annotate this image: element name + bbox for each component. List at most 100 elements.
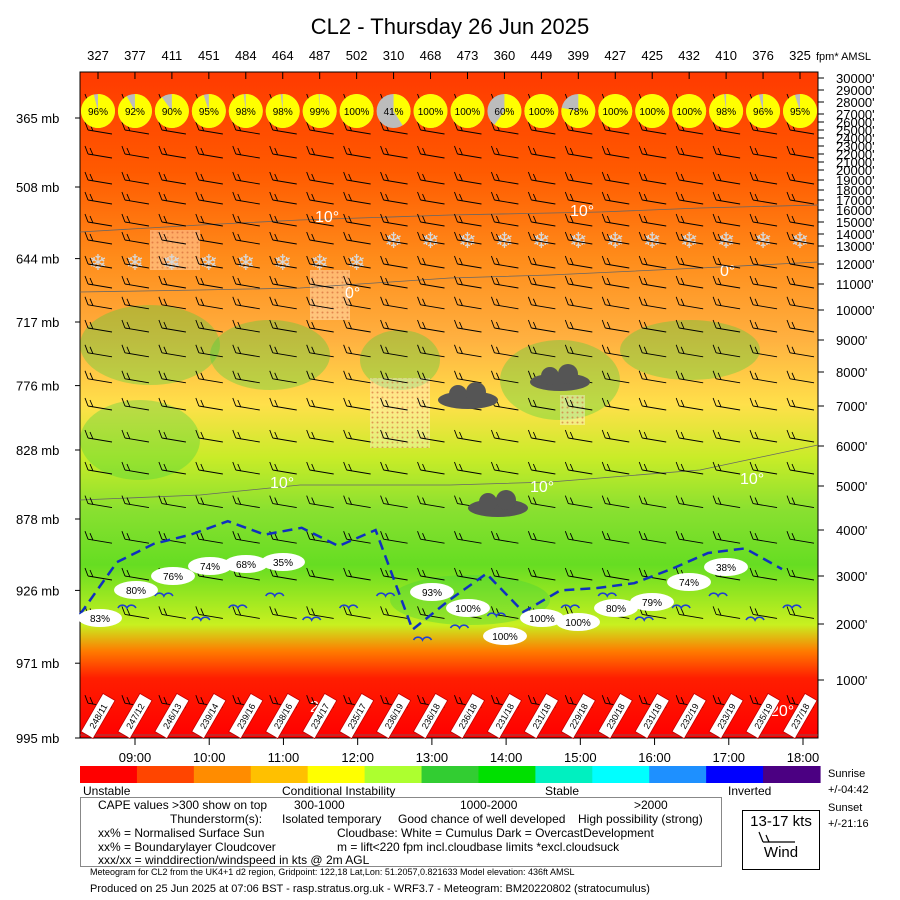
pressure-label: 926 mb [16,583,59,598]
wind-barb-icon [601,255,630,269]
scale-label-unstable: Unstable [83,784,131,798]
wind-barb-icon [269,296,297,310]
wind-barb-icon [269,429,297,443]
wind-barb-icon [749,255,778,269]
wind-barb-icon [306,567,334,581]
surface-sun-indicator: 98% [265,94,300,129]
wind-barb-icon [269,397,297,411]
wind-barb-icon [564,145,593,159]
wind-barb-icon [343,319,371,333]
bl-cloud-bubble: 93% [410,583,454,601]
wind-barb-icon [158,429,186,443]
wind-barb-icon [675,145,704,159]
updraft-value: 484 [235,48,257,63]
wind-barb-icon [417,231,445,245]
wind-scale-speed: 13-17 kts [750,813,812,830]
wind-barb-icon [306,606,334,619]
altitude-label: 1000' [836,673,867,688]
wind-barb-icon [454,145,482,159]
wind-barb-icon [269,319,297,333]
sun-percent-label: 100% [455,107,481,118]
wind-barb-icon [269,231,297,245]
sun-percent-label: 96% [88,107,108,118]
wind-barb-icon [417,344,445,358]
wind-barb-icon [454,461,482,475]
wind-barb-example-icon [758,831,795,843]
legend-cape-mid: 1000-2000 [460,798,518,812]
legend-high-possibility: High possibility (strong) [578,812,703,826]
bl-cloud-label: 100% [565,618,591,629]
wind-barb-icon [417,397,445,411]
thermal-arc-icon [265,592,285,598]
wind-barb-icon [786,429,815,443]
scale-label-stable: Stable [545,784,580,798]
bl-cloud-label: 76% [163,572,183,583]
wind-barb-icon [232,145,260,159]
wind-scale-label: Wind [763,844,799,861]
bl-cloud-bubble: 80% [114,581,158,599]
scale-color-swatch [592,766,650,783]
wind-barb-icon [675,461,704,475]
wind-barb-icon [786,319,815,333]
isotherm-line [79,261,819,293]
wind-barb-icon [84,370,113,384]
wind-barb-icon [490,567,519,581]
wind-barb-icon [306,231,334,245]
wind-barb-icon [527,255,556,269]
surface-sun-indicator: 100% [635,94,670,128]
bl-cloud-bubble: 100% [446,599,490,617]
stable-region [80,400,200,480]
legend-isolated: Isolated temporary [282,812,382,826]
wind-barb-icon [564,296,593,310]
isotherm-label: 0° [720,263,735,280]
altitude-label: 23000' [836,139,875,154]
surface-sun-indicator: 100% [524,94,559,128]
wind-barb-icon [490,531,519,544]
altitude-label: 21000' [836,155,875,170]
wind-barb-icon [638,171,667,185]
snowflake-icon: ❄ [643,228,661,253]
wind-barb-icon [121,429,150,443]
thermal-arc-icon [597,592,617,598]
wind-barb-icon [306,255,334,269]
wind-barb-icon [269,606,297,619]
snowflake-icon: ❄ [458,228,476,253]
wind-barb-icon [158,397,186,411]
altitude-label: 11000' [836,277,874,292]
wind-barb-icon [527,344,556,358]
altitude-label: 24000' [836,131,875,146]
surface-sun-indicator: 100% [450,94,485,128]
wind-barb-icon [269,171,297,185]
wind-barb-icon [601,461,630,475]
wind-barb-icon [712,495,741,509]
wind-barb-icon [712,344,741,358]
wind-barb-icon [749,567,778,581]
wind-barb-icon [269,255,297,269]
wind-barb-icon [232,213,260,227]
wind-barb-icon [712,171,741,185]
wind-barb-icon [712,255,741,269]
updraft-value: 411 [162,48,183,63]
wind-barb-icon [564,213,593,227]
wind-barb-icon [749,231,778,245]
wind-barb-icon [417,145,445,159]
updraft-value: 468 [420,48,442,63]
wind-barb-icon [195,145,223,159]
top-axis-unit: fpm* AMSL [816,51,871,63]
wind-barb-icon [786,397,815,411]
wind-barb-icon [490,145,519,159]
overcast-cloud-icon [438,382,498,409]
altitude-label: 26000' [836,115,875,130]
sun-percent-label: 99% [310,107,330,118]
updraft-value: 325 [789,48,811,63]
wind-barb-icon [195,275,223,289]
altitude-label: 8000' [836,365,867,380]
snowflake-icon: ❄ [569,228,587,253]
surface-sun-indicator: 96% [81,94,115,128]
wind-barb-icon [527,145,556,159]
wind-barb-icon [306,275,334,289]
wind-barb-icon [527,213,556,227]
wind-barb-icon [638,567,667,581]
wind-barb-icon [490,344,519,358]
